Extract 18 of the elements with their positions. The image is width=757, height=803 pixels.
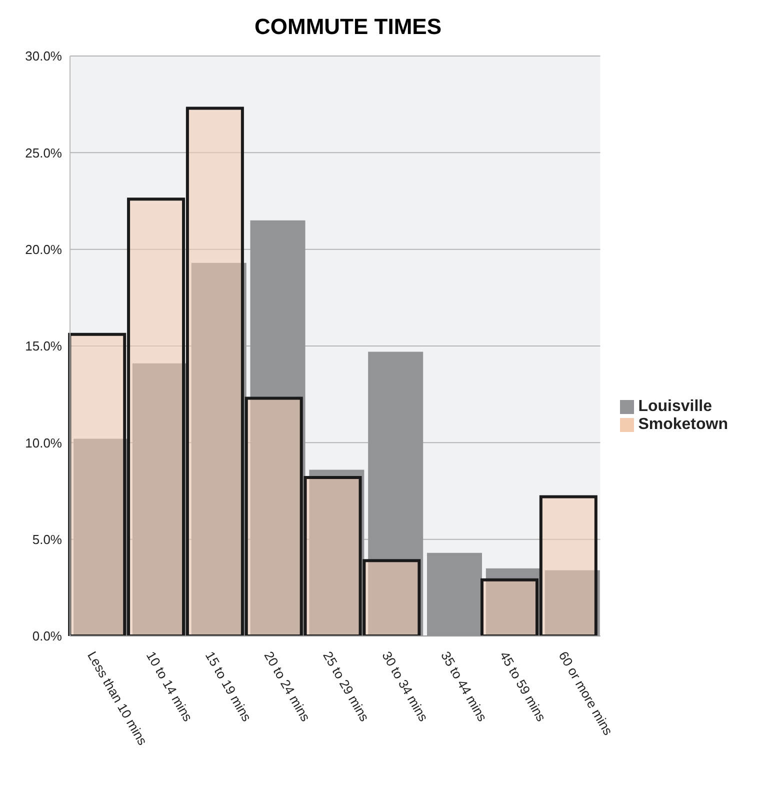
- y-tick-label: 30.0%: [25, 48, 62, 64]
- bar: [127, 198, 186, 636]
- y-tick-label: 20.0%: [25, 242, 62, 257]
- legend-label: Smoketown: [638, 416, 728, 433]
- bar: [244, 396, 303, 636]
- bar: [186, 106, 244, 636]
- y-tick-label: 15.0%: [25, 338, 62, 354]
- y-tick-label: 0.0%: [32, 628, 62, 644]
- y-tick-label: 5.0%: [32, 532, 62, 547]
- bar: [304, 476, 362, 636]
- chart-title: COMMUTE TIMES: [254, 14, 442, 40]
- bar: [539, 495, 598, 636]
- bar: [362, 559, 421, 636]
- y-tick-label: 25.0%: [25, 145, 62, 160]
- bar: [68, 332, 126, 636]
- legend-label: Louisville: [638, 398, 712, 415]
- bar: [480, 578, 539, 636]
- y-tick-label: 10.0%: [25, 435, 62, 450]
